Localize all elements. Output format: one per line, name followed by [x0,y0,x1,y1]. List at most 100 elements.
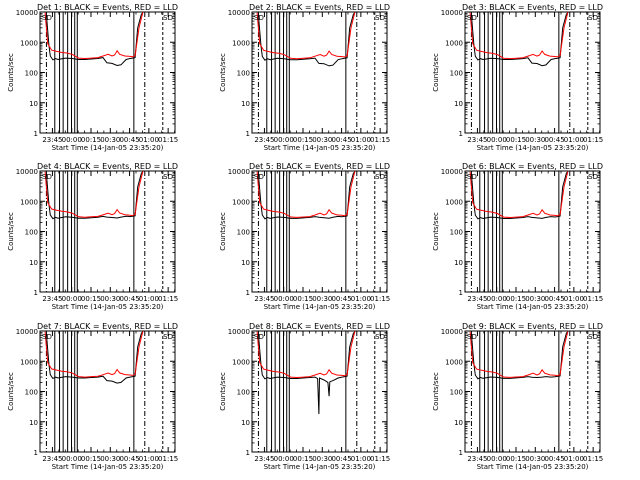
y-tick-label: 1000 [232,198,250,206]
corner-label-left: SD [42,173,52,181]
y-tick-label: 10 [241,259,250,267]
x-tick-label: 00:30 [312,136,332,144]
detector-panel: Det 1: BLACK = Events, RED = LLD 1 10 100 10… [7,3,178,152]
y-axis-label: Counts/sec [432,53,440,92]
y-tick-label: 10 [241,100,250,108]
corner-label-right: SD [163,14,173,22]
detector-panel: Det 9: BLACK = Events, RED = LLD 1 10 100 10… [432,322,603,471]
x-tick-label: 23:45 [42,295,62,303]
events-series [257,332,355,415]
y-tick-label: 10000 [441,168,463,176]
x-tick-label: 01:00 [351,295,371,303]
events-series [470,13,568,67]
lld-series [256,171,356,218]
x-tick-label: 01:00 [564,295,584,303]
corner-label-left: SD [467,173,477,181]
panel-title: Det 8: BLACK = Events, RED = LLD [249,322,390,331]
events-series [470,172,568,220]
y-tick-label: 10 [29,259,38,267]
x-axis-label: Start Time (14-Jan-05 23:35:20) [52,463,164,471]
x-tick-label: 23:45 [42,455,62,463]
x-tick-label: 01:00 [139,455,159,463]
x-axis-label: Start Time (14-Jan-05 23:35:20) [477,303,589,311]
x-axis-label: Start Time (14-Jan-05 23:35:20) [52,303,164,311]
y-axis-label: Counts/sec [432,372,440,411]
y-tick-label: 100 [25,70,38,78]
x-tick-label: 01:00 [351,455,371,463]
lld-series [44,171,144,218]
y-tick-label: 1 [34,130,38,138]
y-tick-label: 1 [246,449,250,457]
plot-frame [39,11,176,134]
y-axis-label: Counts/sec [219,372,227,411]
x-tick-label: 00:00 [62,295,82,303]
corner-label-right: SD [588,14,598,22]
detector-panel: Det 2: BLACK = Events, RED = LLD 1 10 100 10… [219,3,390,152]
x-tick-label: 00:45 [544,455,564,463]
x-tick-label: 23:45 [467,295,487,303]
x-tick-label: 00:15 [293,136,313,144]
y-tick-label: 100 [25,229,38,237]
y-tick-label: 10000 [228,328,250,336]
x-tick-label: 01:00 [139,295,159,303]
x-axis-label: Start Time (14-Jan-05 23:35:20) [52,144,164,152]
lld-series [469,331,569,378]
corner-label-right: SD [375,14,385,22]
y-axis-label: Counts/sec [7,212,15,251]
x-tick-label: 00:30 [312,455,332,463]
corner-label-right: SD [375,333,385,341]
corner-label-left: SD [42,14,52,22]
panel-title: Det 7: BLACK = Events, RED = LLD [37,322,178,331]
x-tick-label: 00:30 [312,295,332,303]
lld-series [256,12,356,60]
x-tick-label: 00:00 [487,455,507,463]
x-tick-label: 01:00 [564,455,584,463]
y-tick-label: 10 [454,100,463,108]
x-tick-label: 00:00 [274,295,294,303]
x-tick-label: 00:15 [81,295,101,303]
events-series [257,172,355,220]
corner-label-left: SD [467,333,477,341]
x-tick-label: 01:15 [370,136,390,144]
y-tick-label: 1 [246,289,250,297]
y-tick-label: 100 [237,389,250,397]
y-axis-label: Counts/sec [432,212,440,251]
x-tick-label: 00:30 [100,455,120,463]
x-tick-label: 00:45 [331,136,351,144]
x-tick-label: 00:45 [544,136,564,144]
detector-panel: Det 7: BLACK = Events, RED = LLD 1 10 100 10… [7,322,178,471]
y-tick-label: 100 [237,229,250,237]
x-tick-label: 00:30 [100,295,120,303]
panel-title: Det 2: BLACK = Events, RED = LLD [249,3,390,12]
x-tick-label: 00:00 [62,136,82,144]
x-tick-label: 23:45 [254,455,274,463]
x-tick-label: 00:15 [506,455,526,463]
detector-panel: Det 5: BLACK = Events, RED = LLD 1 10 100 10… [219,162,390,311]
y-tick-label: 1000 [445,39,463,47]
y-tick-label: 100 [450,229,463,237]
y-tick-label: 1 [459,449,463,457]
x-tick-label: 23:45 [254,136,274,144]
corner-label-right: SD [163,173,173,181]
x-axis-label: Start Time (14-Jan-05 23:35:20) [264,144,376,152]
y-tick-label: 1000 [232,358,250,366]
events-series [45,172,143,220]
y-tick-label: 100 [450,389,463,397]
x-tick-label: 00:15 [506,136,526,144]
corner-label-right: SD [375,173,385,181]
panel-title: Det 9: BLACK = Events, RED = LLD [462,322,603,331]
x-tick-label: 00:15 [81,136,101,144]
y-tick-label: 1 [246,130,250,138]
plot-frame [251,170,388,293]
y-tick-label: 1000 [445,198,463,206]
x-tick-label: 00:00 [487,295,507,303]
x-tick-label: 00:30 [525,455,545,463]
corner-label-right: SD [588,173,598,181]
x-tick-label: 00:45 [119,295,139,303]
y-tick-label: 10000 [441,328,463,336]
y-tick-label: 1000 [20,39,38,47]
y-tick-label: 1 [459,130,463,138]
y-tick-label: 100 [25,389,38,397]
events-series [257,13,355,67]
